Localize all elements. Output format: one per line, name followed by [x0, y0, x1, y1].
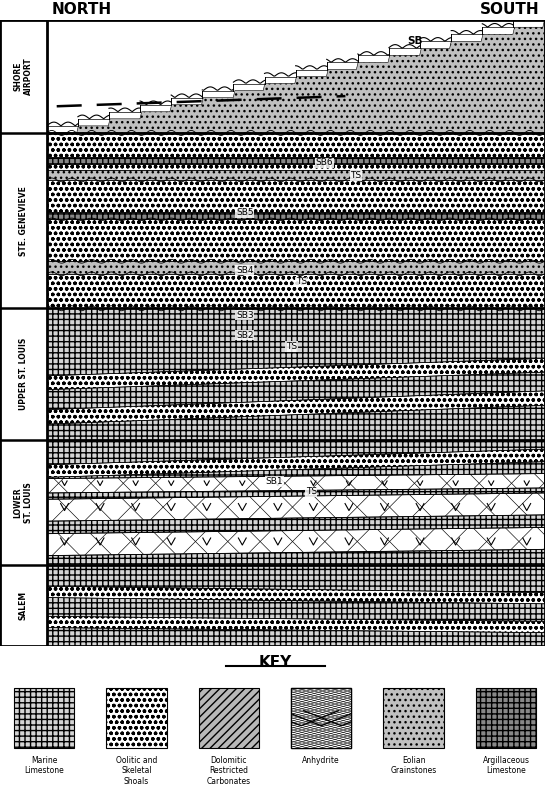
Polygon shape	[47, 528, 544, 556]
Text: UPPER ST. LOUIS: UPPER ST. LOUIS	[19, 338, 28, 410]
Text: TS: TS	[296, 277, 307, 287]
Bar	[14, 688, 74, 748]
Text: SB5: SB5	[236, 208, 254, 217]
Text: Eolian
Grainstones: Eolian Grainstones	[390, 756, 437, 776]
Text: SB2: SB2	[236, 330, 254, 339]
Text: TS: TS	[285, 342, 297, 351]
Bar	[106, 688, 167, 748]
Polygon shape	[47, 473, 544, 493]
Polygon shape	[47, 391, 544, 424]
Text: KEY: KEY	[258, 655, 292, 670]
Polygon shape	[47, 133, 544, 309]
Text: SB3: SB3	[236, 310, 254, 320]
Text: Dolomitic
Restricted
Carbonates: Dolomitic Restricted Carbonates	[207, 756, 251, 786]
Text: SHORE
AIRPORT: SHORE AIRPORT	[14, 57, 33, 95]
Polygon shape	[47, 212, 544, 219]
Text: Anhydrite: Anhydrite	[302, 756, 340, 765]
Text: SB: SB	[408, 36, 423, 46]
Polygon shape	[47, 309, 544, 440]
Text: NORTH: NORTH	[52, 2, 112, 17]
Polygon shape	[47, 20, 544, 133]
Polygon shape	[47, 617, 544, 633]
Text: Oolitic and
Skeletal
Shoals: Oolitic and Skeletal Shoals	[116, 756, 157, 786]
Text: LOWER
ST. LOUIS: LOWER ST. LOUIS	[14, 482, 33, 523]
Text: SB4: SB4	[236, 266, 254, 275]
Polygon shape	[47, 440, 544, 565]
Polygon shape	[47, 170, 544, 180]
Text: SB6: SB6	[316, 158, 333, 167]
Text: Argillaceous
Limestone: Argillaceous Limestone	[482, 756, 530, 776]
PathPatch shape	[47, 473, 544, 493]
Polygon shape	[47, 565, 544, 646]
Polygon shape	[47, 157, 544, 164]
Polygon shape	[47, 359, 544, 389]
Bar	[199, 688, 259, 748]
Bar	[476, 688, 536, 748]
Bar	[291, 688, 351, 748]
Text: SOUTH: SOUTH	[480, 2, 540, 17]
PathPatch shape	[47, 528, 544, 556]
Polygon shape	[47, 261, 544, 274]
Text: TS: TS	[306, 487, 317, 496]
Polygon shape	[47, 587, 544, 604]
Polygon shape	[47, 449, 544, 478]
Text: Marine
Limestone: Marine Limestone	[24, 756, 64, 776]
Text: SALEM: SALEM	[19, 591, 28, 621]
Polygon shape	[47, 493, 544, 521]
PathPatch shape	[47, 493, 544, 521]
Text: STE. GENEVIEVE: STE. GENEVIEVE	[19, 186, 28, 255]
Bar	[383, 688, 444, 748]
PathPatch shape	[291, 688, 351, 748]
Text: SB1: SB1	[266, 478, 283, 486]
Text: TS: TS	[350, 171, 361, 180]
